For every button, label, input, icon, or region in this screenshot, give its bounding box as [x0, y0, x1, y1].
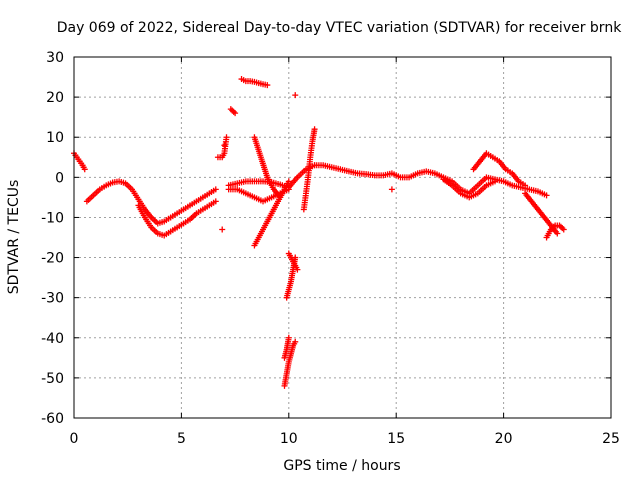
data-point [285, 178, 292, 185]
y-tick-label: -20 [41, 251, 64, 267]
x-axis-label: GPS time / hours [283, 458, 400, 474]
data-point [292, 254, 299, 261]
plot-frame [73, 56, 612, 419]
grid [74, 57, 611, 418]
data-point [522, 182, 529, 189]
data-point [554, 230, 561, 237]
y-tick-label: 0 [55, 170, 64, 186]
data-point [223, 134, 230, 141]
y-tick-label: 10 [46, 130, 64, 146]
x-tick-label: 5 [177, 431, 186, 447]
data-point [492, 178, 499, 185]
x-tick-label: 15 [387, 431, 405, 447]
data-point [221, 142, 228, 149]
data-point [388, 186, 395, 193]
x-tick-label: 25 [602, 431, 620, 447]
y-tick-label: -30 [41, 291, 64, 307]
data-point [311, 126, 318, 133]
y-tick-label: -50 [41, 371, 64, 387]
x-tick-label: 0 [70, 431, 79, 447]
x-tick-label: 10 [280, 431, 298, 447]
data-point [543, 192, 550, 199]
y-tick-label: -40 [41, 331, 64, 347]
y-axis-label: SDTVAR / TECUs [6, 180, 22, 295]
data-point [560, 226, 567, 233]
data-point [292, 92, 299, 99]
data-points [71, 76, 567, 389]
data-point [277, 194, 284, 201]
x-tick-label: 20 [495, 431, 513, 447]
y-tick-label: 30 [46, 50, 64, 66]
chart-title: Day 069 of 2022, Sidereal Day-to-day VTE… [57, 20, 622, 36]
data-point [212, 186, 219, 193]
data-point [232, 110, 239, 117]
y-tick-label: -10 [41, 210, 64, 226]
y-tick-label: 20 [46, 90, 64, 106]
axis-ticks: 0 5 10 15 20 25 30 20 10 0 -10 -20 -30 -40 -50 -60 [41, 50, 620, 447]
data-point [264, 82, 271, 89]
data-point [285, 334, 292, 341]
y-tick-label: -60 [41, 411, 64, 427]
data-point [212, 198, 219, 205]
data-point [292, 338, 299, 345]
data-point [219, 226, 226, 233]
data-point [81, 166, 88, 173]
